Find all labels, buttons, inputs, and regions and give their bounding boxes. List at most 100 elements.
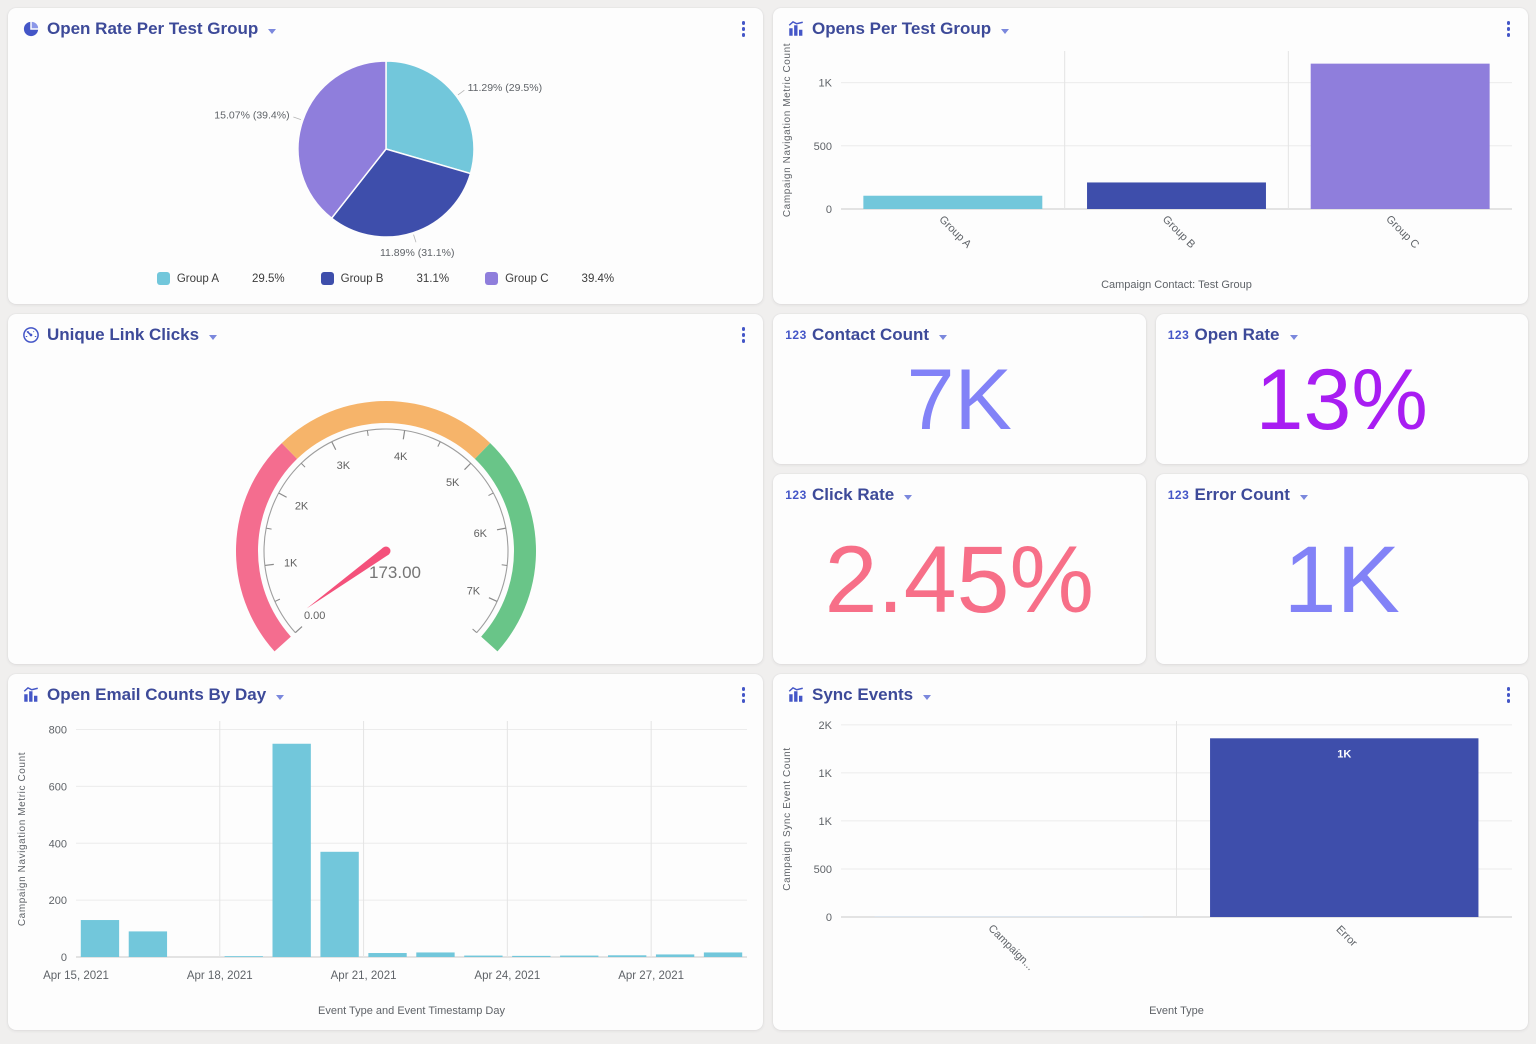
widget-opens-per-test-group: Opens Per Test Group 0 500 1K Group A Group … xyxy=(773,8,1528,304)
legend-value: 31.1% xyxy=(416,272,450,285)
chevron-down-icon[interactable] xyxy=(276,694,285,700)
bar[interactable] xyxy=(320,851,359,957)
y-tick-label: 2K xyxy=(819,720,833,732)
widget-contact-count: 123 Contact Count 7K xyxy=(773,314,1146,464)
widget-header: 123 Click Rate xyxy=(773,474,1146,505)
legend-label: Group C xyxy=(505,272,549,285)
gauge-tick-label: 1K xyxy=(284,557,298,569)
bar[interactable] xyxy=(863,195,1043,209)
bar-chart-icon xyxy=(22,686,40,704)
gauge-tick xyxy=(294,626,303,634)
bar[interactable] xyxy=(608,955,647,957)
widget-header: Open Email Counts By Day xyxy=(8,674,763,705)
widget-title: Sync Events xyxy=(812,685,914,705)
y-tick-label: 0 xyxy=(826,204,832,216)
bar-chart-icon xyxy=(787,20,805,38)
chevron-down-icon[interactable] xyxy=(904,494,913,500)
chevron-down-icon[interactable] xyxy=(923,694,932,700)
chart-legend: Group A 29.5% Group B 31.1% Group C 39.4% xyxy=(8,267,763,295)
x-tick-label: Group A xyxy=(936,214,973,251)
x-tick-label: Group B xyxy=(1160,213,1197,250)
gauge-tick xyxy=(496,527,506,531)
chevron-down-icon[interactable] xyxy=(1299,494,1308,500)
kebab-menu-button[interactable] xyxy=(738,322,750,348)
kpi-value: 1K xyxy=(1283,527,1400,634)
gauge-tick xyxy=(488,492,494,497)
chevron-down-icon[interactable] xyxy=(1289,334,1298,340)
bar-chart: 0 200 400 600 800 Apr 15, 2021 Apr 18, 2021 Apr… xyxy=(17,721,747,1017)
gauge-tick xyxy=(366,430,369,436)
bar-chart: 0 500 1K Group A Group B Group C Campaign Cont… xyxy=(782,43,1512,291)
widget-header: 123 Contact Count xyxy=(773,314,1146,345)
chevron-down-icon[interactable] xyxy=(939,334,948,340)
chevron-down-icon[interactable] xyxy=(1001,28,1010,34)
kpi-value: 7K xyxy=(906,351,1012,448)
gauge-tick-label: 6K xyxy=(474,528,488,540)
gauge-needle[interactable] xyxy=(306,547,389,609)
gauge-tick xyxy=(331,441,337,451)
widget-error-count: 123 Error Count 1K xyxy=(1155,474,1529,664)
bar[interactable] xyxy=(368,953,407,957)
kpi-grid: 123 Contact Count 7K 123 Open Rate 13% 1… xyxy=(773,314,1528,664)
y-tick-label: 0 xyxy=(826,912,832,924)
number-123-icon: 123 xyxy=(1167,488,1190,502)
y-tick-label: 500 xyxy=(814,864,832,876)
bar[interactable] xyxy=(464,955,503,957)
bar[interactable] xyxy=(512,955,551,957)
bar[interactable] xyxy=(1087,182,1266,209)
bar[interactable] xyxy=(272,743,311,957)
gauge-band xyxy=(474,443,536,652)
widget-header: 123 Error Count xyxy=(1156,474,1529,505)
kebab-menu-button[interactable] xyxy=(1503,16,1515,42)
x-axis-title: Event Type xyxy=(1149,1005,1204,1017)
y-axis-title: Campaign Navigation Metric Count xyxy=(17,752,28,926)
kpi-value: 13% xyxy=(1255,351,1428,448)
gauge-tick xyxy=(472,628,477,634)
gauge-tick-label: 7K xyxy=(467,586,481,598)
kebab-menu-button[interactable] xyxy=(738,682,750,708)
kebab-menu-button[interactable] xyxy=(1503,682,1515,708)
y-tick-label: 0 xyxy=(61,952,67,964)
chevron-down-icon[interactable] xyxy=(209,334,218,340)
x-tick-label: Apr 21, 2021 xyxy=(331,970,397,982)
bar[interactable] xyxy=(560,955,599,957)
gauge-tick-label: 4K xyxy=(394,451,408,463)
gauge-tick xyxy=(274,598,281,602)
bar[interactable] xyxy=(80,920,120,957)
chevron-down-icon[interactable] xyxy=(268,28,277,34)
legend-label: Group B xyxy=(340,272,384,285)
widget-title: Open Email Counts By Day xyxy=(47,685,267,705)
bar[interactable] xyxy=(655,954,695,957)
gauge-tick xyxy=(437,441,441,447)
gauge-tick xyxy=(501,564,508,566)
gauge-band xyxy=(236,443,298,652)
pie-slice[interactable] xyxy=(385,60,475,175)
bar[interactable] xyxy=(1310,63,1490,209)
legend-swatch xyxy=(156,272,170,285)
widget-title: Contact Count xyxy=(812,325,930,345)
bar[interactable] xyxy=(1210,738,1479,917)
legend-item[interactable]: Group B 31.1% xyxy=(320,272,450,285)
kebab-menu-button[interactable] xyxy=(738,16,750,42)
y-axis-title: Campaign Sync Event Count xyxy=(782,747,793,890)
pie-slice[interactable] xyxy=(330,148,472,238)
label-leader-line xyxy=(413,234,417,243)
bar[interactable] xyxy=(703,952,743,957)
gauge-icon xyxy=(22,326,40,344)
y-tick-label: 500 xyxy=(814,141,832,153)
bar-value-label: 1K xyxy=(1337,748,1351,760)
legend-item[interactable]: Group A 29.5% xyxy=(156,272,285,285)
y-tick-label: 1K xyxy=(819,816,833,828)
bar[interactable] xyxy=(224,956,263,957)
bar[interactable] xyxy=(416,952,455,957)
widget-header: Sync Events xyxy=(773,674,1528,705)
bar[interactable] xyxy=(128,931,168,957)
pie-slice-label: 11.89% (31.1%) xyxy=(380,247,455,259)
number-123-icon: 123 xyxy=(785,328,807,342)
gauge-tick xyxy=(464,462,472,471)
pie-slice[interactable] xyxy=(297,60,387,220)
label-leader-line xyxy=(293,116,302,120)
legend-swatch xyxy=(485,272,499,285)
legend-item[interactable]: Group C 39.4% xyxy=(485,272,614,285)
